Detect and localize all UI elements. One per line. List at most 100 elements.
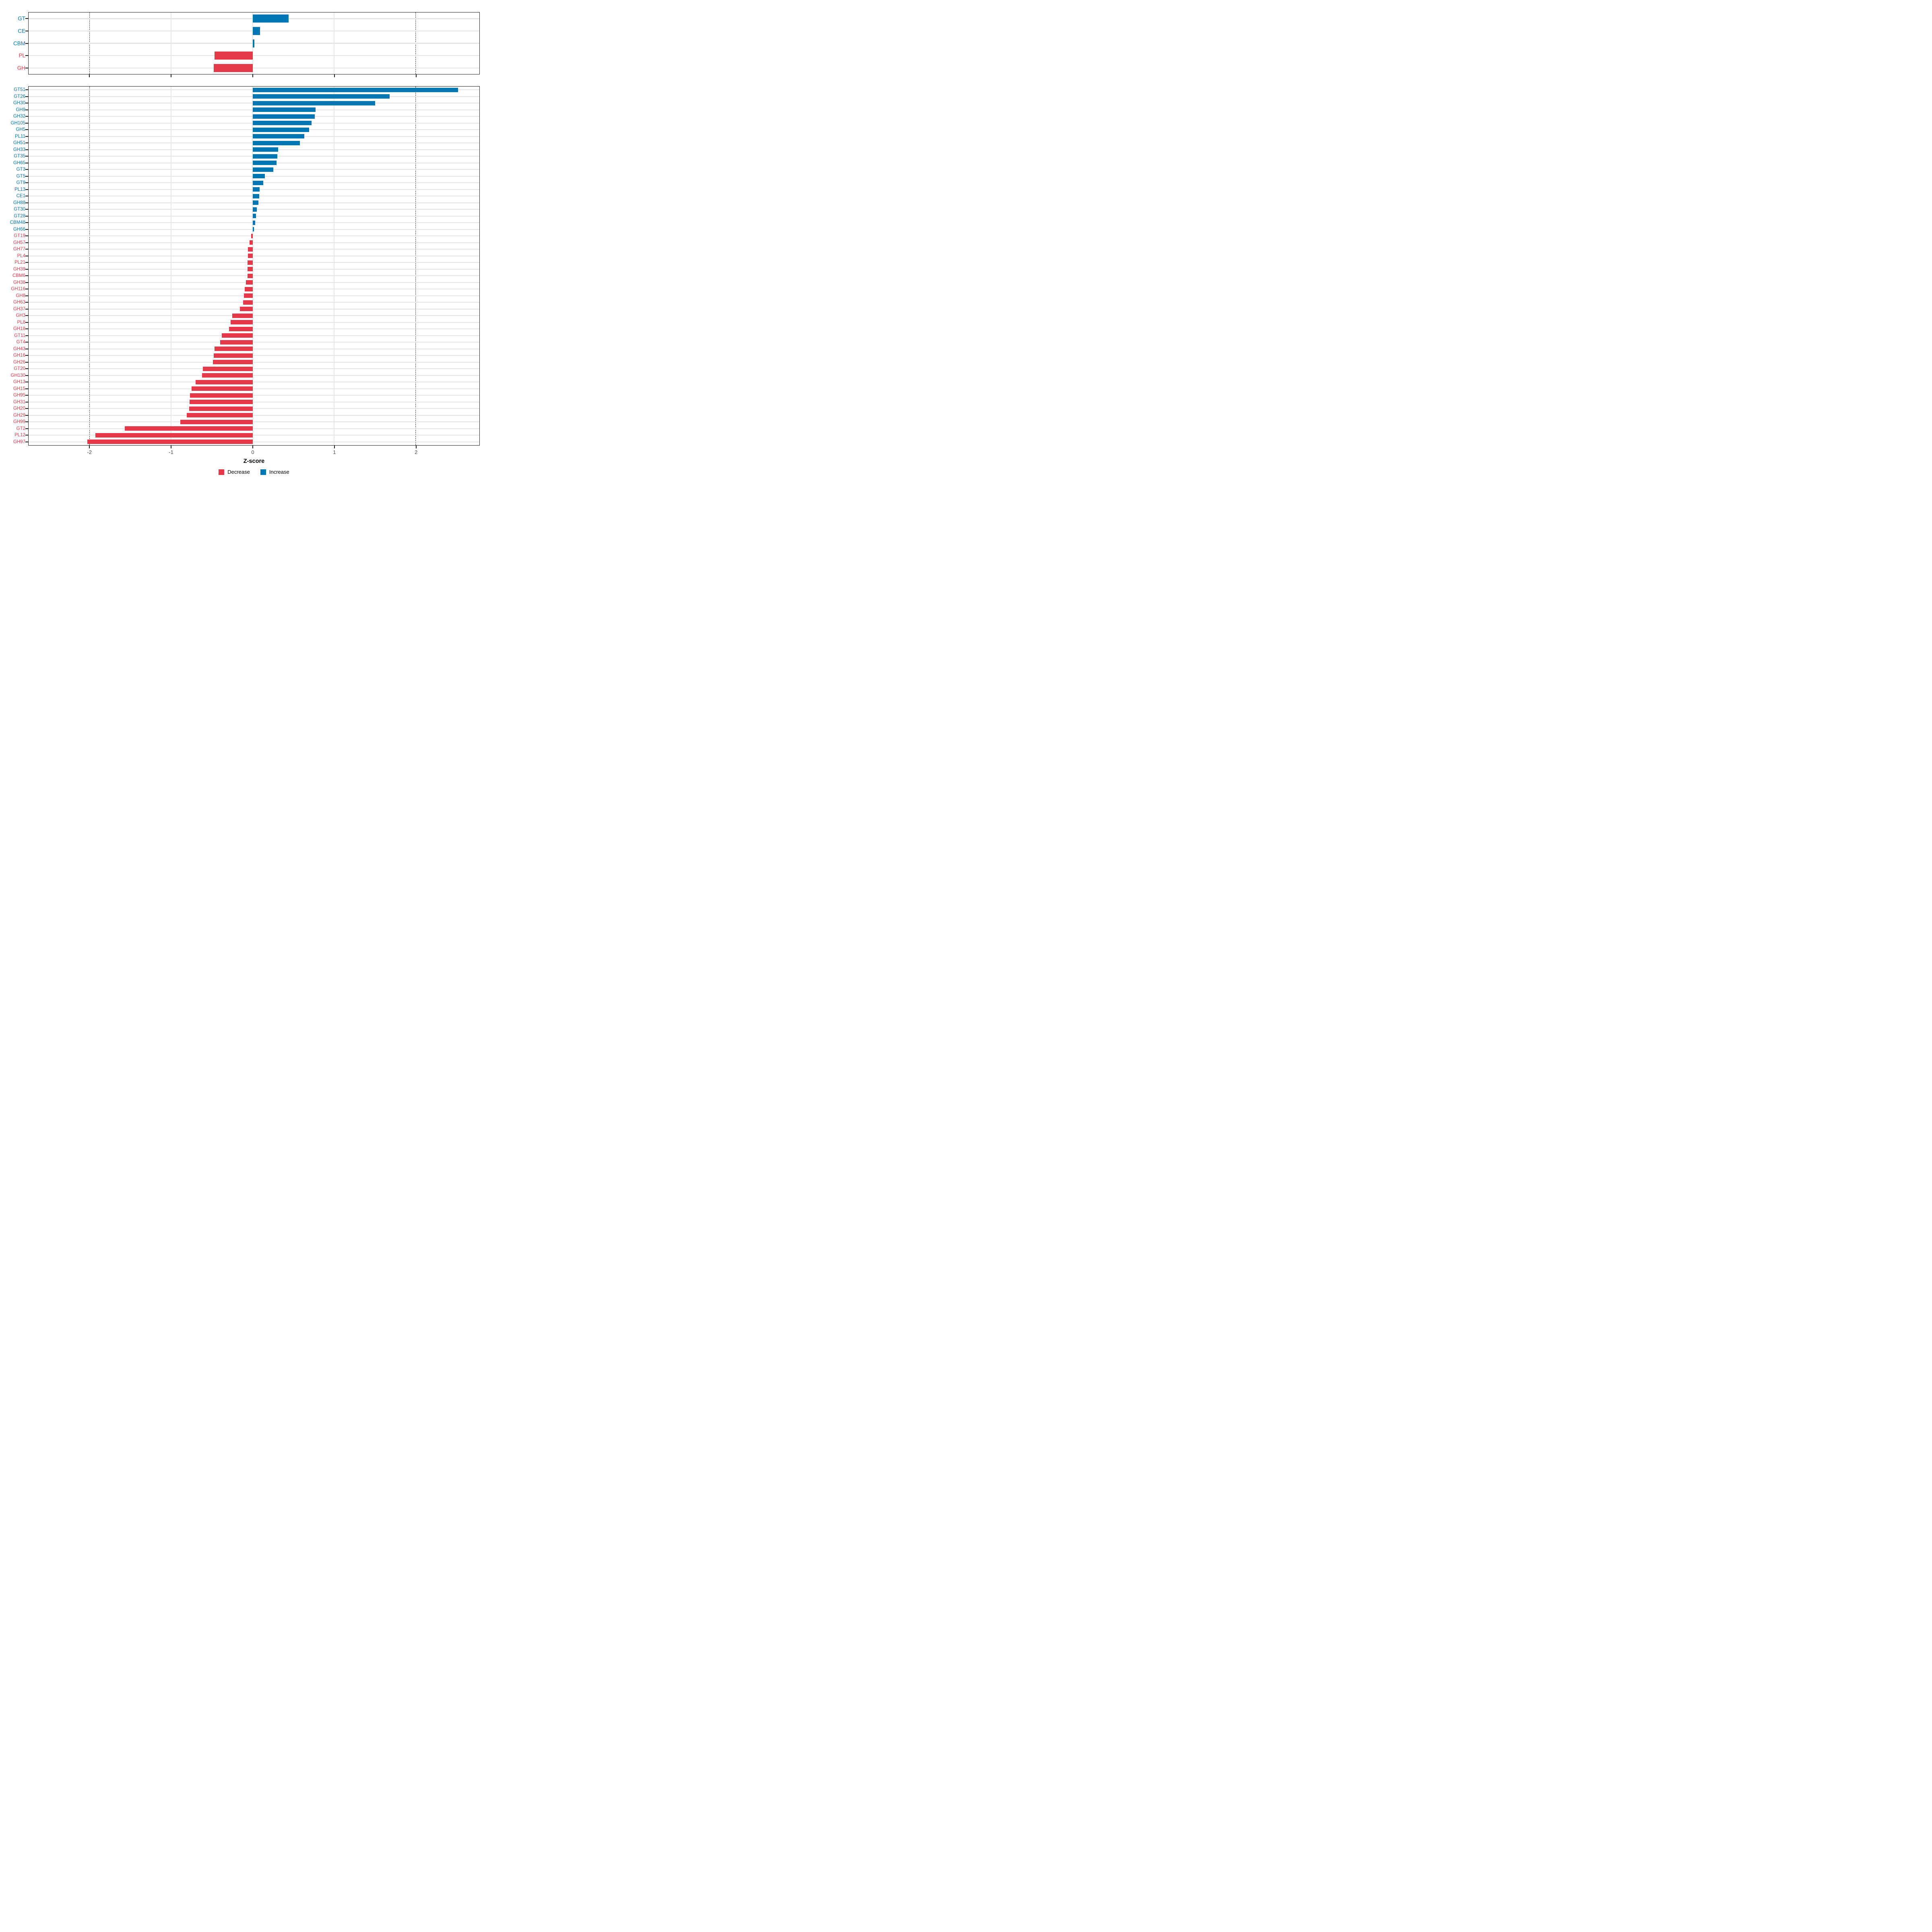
category-label: GT xyxy=(18,15,25,22)
category-tick xyxy=(25,235,29,237)
increase-bar xyxy=(252,167,273,172)
category-label: GT51 xyxy=(14,87,25,93)
category-label: GH8 xyxy=(16,293,25,298)
category-label: GH26 xyxy=(13,359,25,365)
increase-bar xyxy=(252,200,259,205)
category-label: GH51 xyxy=(13,140,25,146)
category-label: GH29 xyxy=(13,413,25,418)
category-label: GH88 xyxy=(13,200,25,205)
category-label: CBM6 xyxy=(12,273,25,279)
category-label: GH15 xyxy=(13,386,25,391)
category-tick xyxy=(25,189,29,190)
category-tick xyxy=(25,175,29,177)
category-tick xyxy=(25,142,29,144)
category-tick xyxy=(25,249,29,250)
category-tick xyxy=(25,368,29,369)
decrease-bar xyxy=(189,406,253,411)
x-tick-label: -2 xyxy=(87,449,92,455)
decrease-bar xyxy=(244,287,253,291)
decrease-bar xyxy=(247,273,253,278)
decrease-swatch xyxy=(219,469,225,475)
row-gridline xyxy=(29,428,479,429)
category-tick xyxy=(25,89,29,91)
category-label: GH13 xyxy=(13,380,25,385)
category-label: GH130 xyxy=(10,373,25,378)
category-tick xyxy=(25,335,29,336)
category-label: GT5 xyxy=(16,173,25,179)
row-gridline xyxy=(29,262,479,263)
decrease-bar xyxy=(124,426,253,431)
category-label: CE xyxy=(18,28,25,34)
category-tick xyxy=(25,182,29,184)
category-tick xyxy=(25,355,29,356)
category-tick xyxy=(25,308,29,310)
vertical-gridline xyxy=(89,87,90,445)
x-axis: -2 -1 0 1 2 xyxy=(28,446,480,458)
row-gridline xyxy=(29,342,479,343)
x-tick xyxy=(334,74,335,77)
increase-bar xyxy=(252,134,304,139)
row-gridline xyxy=(29,302,479,303)
category-tick xyxy=(25,18,29,19)
row-gridline xyxy=(29,275,479,277)
decrease-bar xyxy=(232,313,253,318)
x-tick xyxy=(334,446,335,448)
increase-bar xyxy=(252,174,265,179)
category-tick xyxy=(25,361,29,363)
decrease-bar xyxy=(87,440,253,444)
increase-bar xyxy=(252,27,260,35)
category-tick xyxy=(25,209,29,210)
category-label: GT2 xyxy=(16,426,25,431)
x-tick-label: 1 xyxy=(333,449,336,455)
decrease-bar xyxy=(186,413,253,418)
category-label: GT30 xyxy=(14,207,25,212)
category-label: PL13 xyxy=(14,187,25,192)
row-gridline xyxy=(29,235,479,237)
category-tick xyxy=(25,268,29,270)
category-label: GT26 xyxy=(14,94,25,99)
decrease-bar xyxy=(243,300,253,305)
row-gridline xyxy=(29,282,479,283)
category-tick xyxy=(25,215,29,217)
decrease-bar xyxy=(229,326,253,331)
decrease-bar xyxy=(248,254,253,258)
row-gridline xyxy=(29,308,479,310)
row-gridline xyxy=(29,328,479,330)
category-label: GH32 xyxy=(13,114,25,119)
category-label: GH105 xyxy=(10,120,25,126)
category-label: GH39 xyxy=(13,266,25,272)
decrease-bar xyxy=(190,393,253,398)
category-tick xyxy=(25,375,29,376)
row-gridline xyxy=(29,249,479,250)
row-gridline xyxy=(29,335,479,336)
increase-bar xyxy=(252,114,315,119)
category-label: GH65 xyxy=(13,160,25,165)
x-tick-label: -1 xyxy=(169,449,173,455)
category-tick xyxy=(25,229,29,230)
category-tick xyxy=(25,202,29,203)
increase-bar xyxy=(252,154,277,159)
increase-bar xyxy=(252,207,257,212)
increase-bar xyxy=(252,94,390,99)
category-label: GH57 xyxy=(13,240,25,245)
vertical-gridline xyxy=(415,87,417,445)
increase-bar xyxy=(252,214,256,219)
decrease-bar xyxy=(246,280,253,285)
category-label: GH xyxy=(17,65,25,71)
increase-swatch xyxy=(260,469,266,475)
category-label: GT19 xyxy=(14,233,25,239)
category-tick xyxy=(25,242,29,243)
increase-bar xyxy=(252,220,255,225)
row-gridline xyxy=(29,242,479,243)
increase-bar xyxy=(252,147,278,152)
decrease-bar xyxy=(250,240,253,245)
category-label: GT20 xyxy=(14,366,25,372)
top-panel-axis-ticks xyxy=(28,74,480,78)
decrease-bar xyxy=(192,386,253,391)
category-label: GH63 xyxy=(13,300,25,305)
category-tick xyxy=(25,149,29,150)
row-gridline xyxy=(29,295,479,296)
category-label: GH33 xyxy=(13,147,25,152)
category-label: GH9 xyxy=(16,107,25,112)
increase-bar xyxy=(252,194,260,198)
